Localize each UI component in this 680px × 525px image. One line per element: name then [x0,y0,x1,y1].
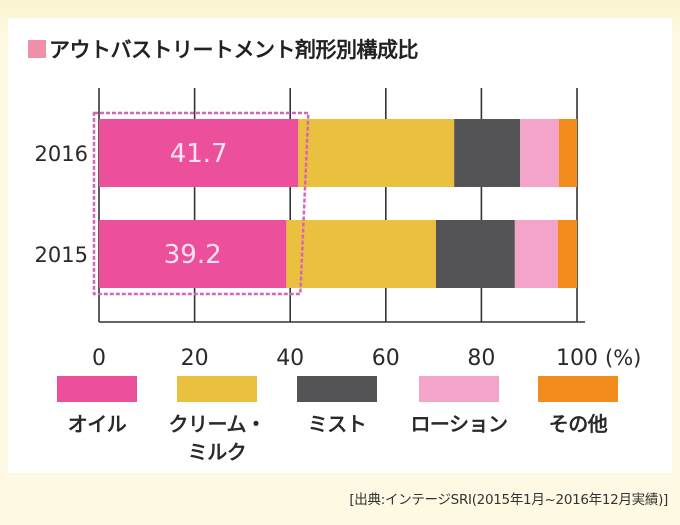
bar-value-label: 41.7 [170,139,228,169]
chart-title: アウトバストリートメント剤形別構成比 [28,34,419,64]
x-tick-label: 80 [467,346,495,371]
legend-label-line: ローション [410,412,508,436]
title-square-icon [28,40,46,58]
legend: オイル クリーム・ミルク ミスト ローション その他 [0,376,680,476]
x-tick-label: 40 [276,346,304,371]
highlight-box [92,111,310,296]
legend-label-line: オイル [67,412,127,436]
bar-segment-mist-2015 [435,220,515,288]
legend-swatch-mist [297,376,377,402]
bar-segment-oil-2016 [99,119,299,187]
legend-item-other: その他 [518,376,638,438]
bar-segment-mist-2016 [454,119,521,187]
bar-segment-cream_milk-2016 [298,119,455,187]
legend-swatch-cream_milk [177,376,257,402]
legend-label: オイル [68,410,127,438]
x-tick-label: 100 [556,346,598,371]
legend-item-oil: オイル [37,376,157,438]
legend-label-line: ミルク [187,440,247,464]
legend-label: ミスト [308,410,367,438]
legend-label-line: ミスト [307,412,367,436]
oil-highlight-dashed-box [92,111,310,296]
bars [99,119,577,288]
stacked-bar-chart: 0 20 40 60 80 100 (%) 41.7 2016 39.2 2015 [35,88,642,371]
x-tick-label: 20 [181,346,209,371]
x-axis-unit: (%) [605,346,641,370]
legend-label: その他 [549,410,608,438]
category-label-2016: 2016 [35,142,88,166]
legend-label-line: クリーム・ [168,412,266,436]
chart-title-text: アウトバストリートメント剤形別構成比 [49,38,419,62]
legend-item-lotion: ローション [399,376,519,438]
bar-value-label: 39.2 [164,240,222,270]
legend-item-cream_milk: クリーム・ ミルク [157,376,277,466]
bar-segment-other-2015 [557,220,577,288]
legend-swatch-oil [57,376,137,402]
source-note: [出典:インテージSRI(2015年1月~2016年12月実績)] [349,492,668,508]
bar-segment-cream_milk-2015 [286,220,436,288]
x-tick-label: 0 [92,346,106,371]
legend-swatch-other [538,376,618,402]
labels: 0 20 40 60 80 100 (%) 41.7 2016 39.2 2015 [35,139,642,371]
category-label-2015: 2015 [35,243,88,267]
legend-label-line: その他 [548,412,608,436]
legend-item-mist: ミスト [277,376,397,438]
legend-label: クリーム・ ミルク [169,410,266,466]
legend-label: ローション [410,410,508,438]
bar-segment-lotion-2016 [520,119,559,187]
bar-segment-oil-2015 [99,220,287,288]
bar-segment-other-2016 [558,119,577,187]
legend-swatch-lotion [419,376,499,402]
bar-segment-lotion-2015 [514,220,558,288]
x-tick-label: 60 [372,346,400,371]
